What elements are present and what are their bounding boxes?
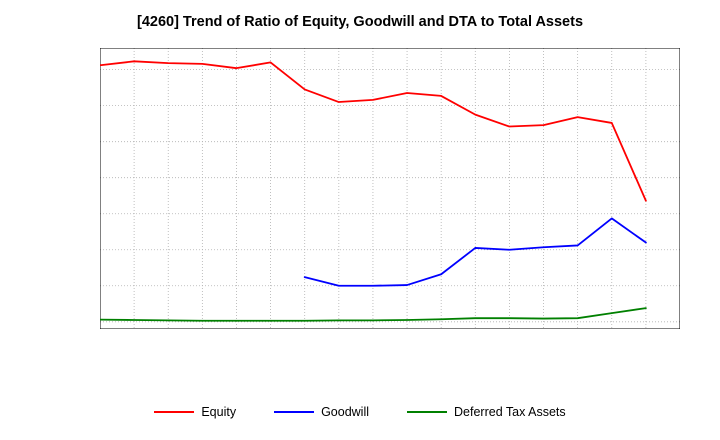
chart-legend: Equity Goodwill Deferred Tax Assets [0,405,720,419]
plot-frame [100,48,680,329]
legend-label-goodwill: Goodwill [321,405,370,419]
legend-swatch-deferred-tax-assets [407,411,448,413]
series-line-deferred-tax-assets [100,307,647,322]
legend-item-equity: Equity [154,405,236,419]
legend-label-equity: Equity [201,405,237,419]
plot-area: 0.0%10.0%20.0%30.0%40.0%50.0%60.0%70.0%D… [100,48,680,329]
chart-svg: 0.0%10.0%20.0%30.0%40.0%50.0%60.0%70.0%D… [100,48,680,329]
legend-swatch-goodwill [274,411,315,413]
chart-title: [4260] Trend of Ratio of Equity, Goodwil… [136,14,584,30]
series-line-goodwill [303,217,647,287]
legend-label-deferred-tax-assets: Deferred Tax Assets [454,405,566,419]
legend-swatch-equity [154,411,195,413]
legend-item-deferred-tax-assets: Deferred Tax Assets [407,405,566,419]
series-line-equity [100,60,647,202]
legend-item-goodwill: Goodwill [274,405,369,419]
